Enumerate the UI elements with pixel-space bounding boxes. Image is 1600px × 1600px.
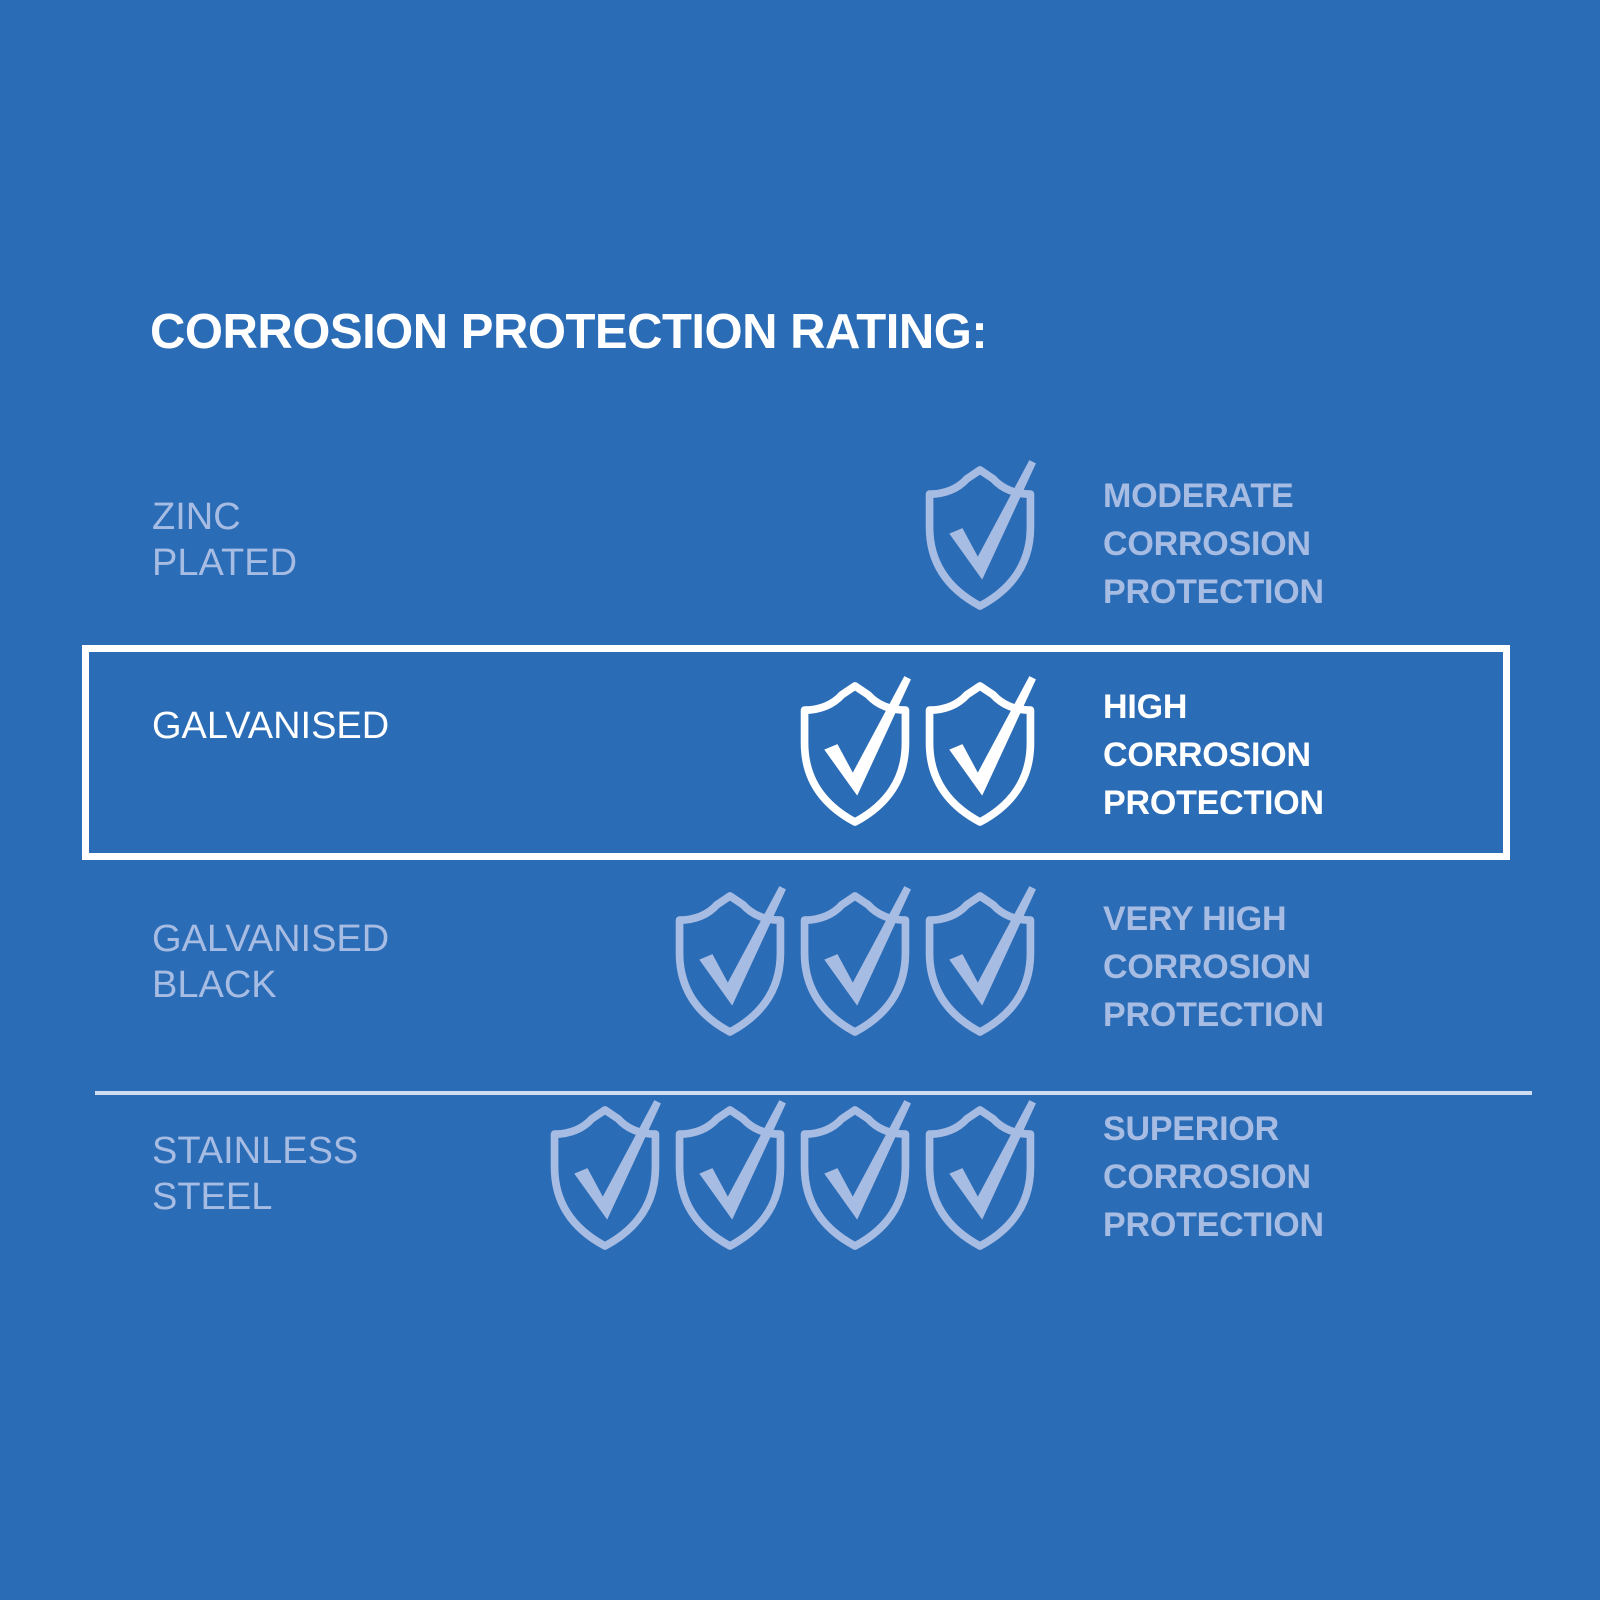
shield-check-icon — [925, 676, 1036, 826]
page-title: CORROSION PROTECTION RATING: — [150, 305, 988, 359]
shield-check-icon — [675, 1100, 786, 1250]
highlighted-row-outline — [82, 645, 1510, 860]
rating-label: HIGH CORROSION PROTECTION — [1103, 688, 1324, 822]
rating-label: SUPERIOR CORROSION PROTECTION — [1103, 1110, 1324, 1244]
shield-check-icon — [925, 1100, 1036, 1250]
shield-check-icon — [800, 1100, 911, 1250]
shield-check-icon — [925, 886, 1036, 1036]
rating-label: MODERATE CORROSION PROTECTION — [1103, 477, 1324, 611]
shield-group — [0, 1100, 1036, 1250]
shield-group — [0, 886, 1036, 1036]
shield-check-icon — [675, 886, 786, 1036]
shield-group — [0, 676, 1036, 826]
rating-label: VERY HIGH CORROSION PROTECTION — [1103, 900, 1324, 1034]
shield-check-icon — [925, 460, 1036, 610]
material-label: STAINLESS STEEL — [152, 1130, 359, 1218]
shield-group — [0, 460, 1036, 610]
shield-check-icon — [800, 676, 911, 826]
row-divider — [95, 1091, 1532, 1095]
material-label: ZINC PLATED — [152, 496, 298, 584]
material-label: GALVANISED BLACK — [152, 918, 390, 1006]
material-label: GALVANISED — [152, 705, 390, 747]
shield-check-icon — [550, 1100, 661, 1250]
shield-check-icon — [800, 886, 911, 1036]
